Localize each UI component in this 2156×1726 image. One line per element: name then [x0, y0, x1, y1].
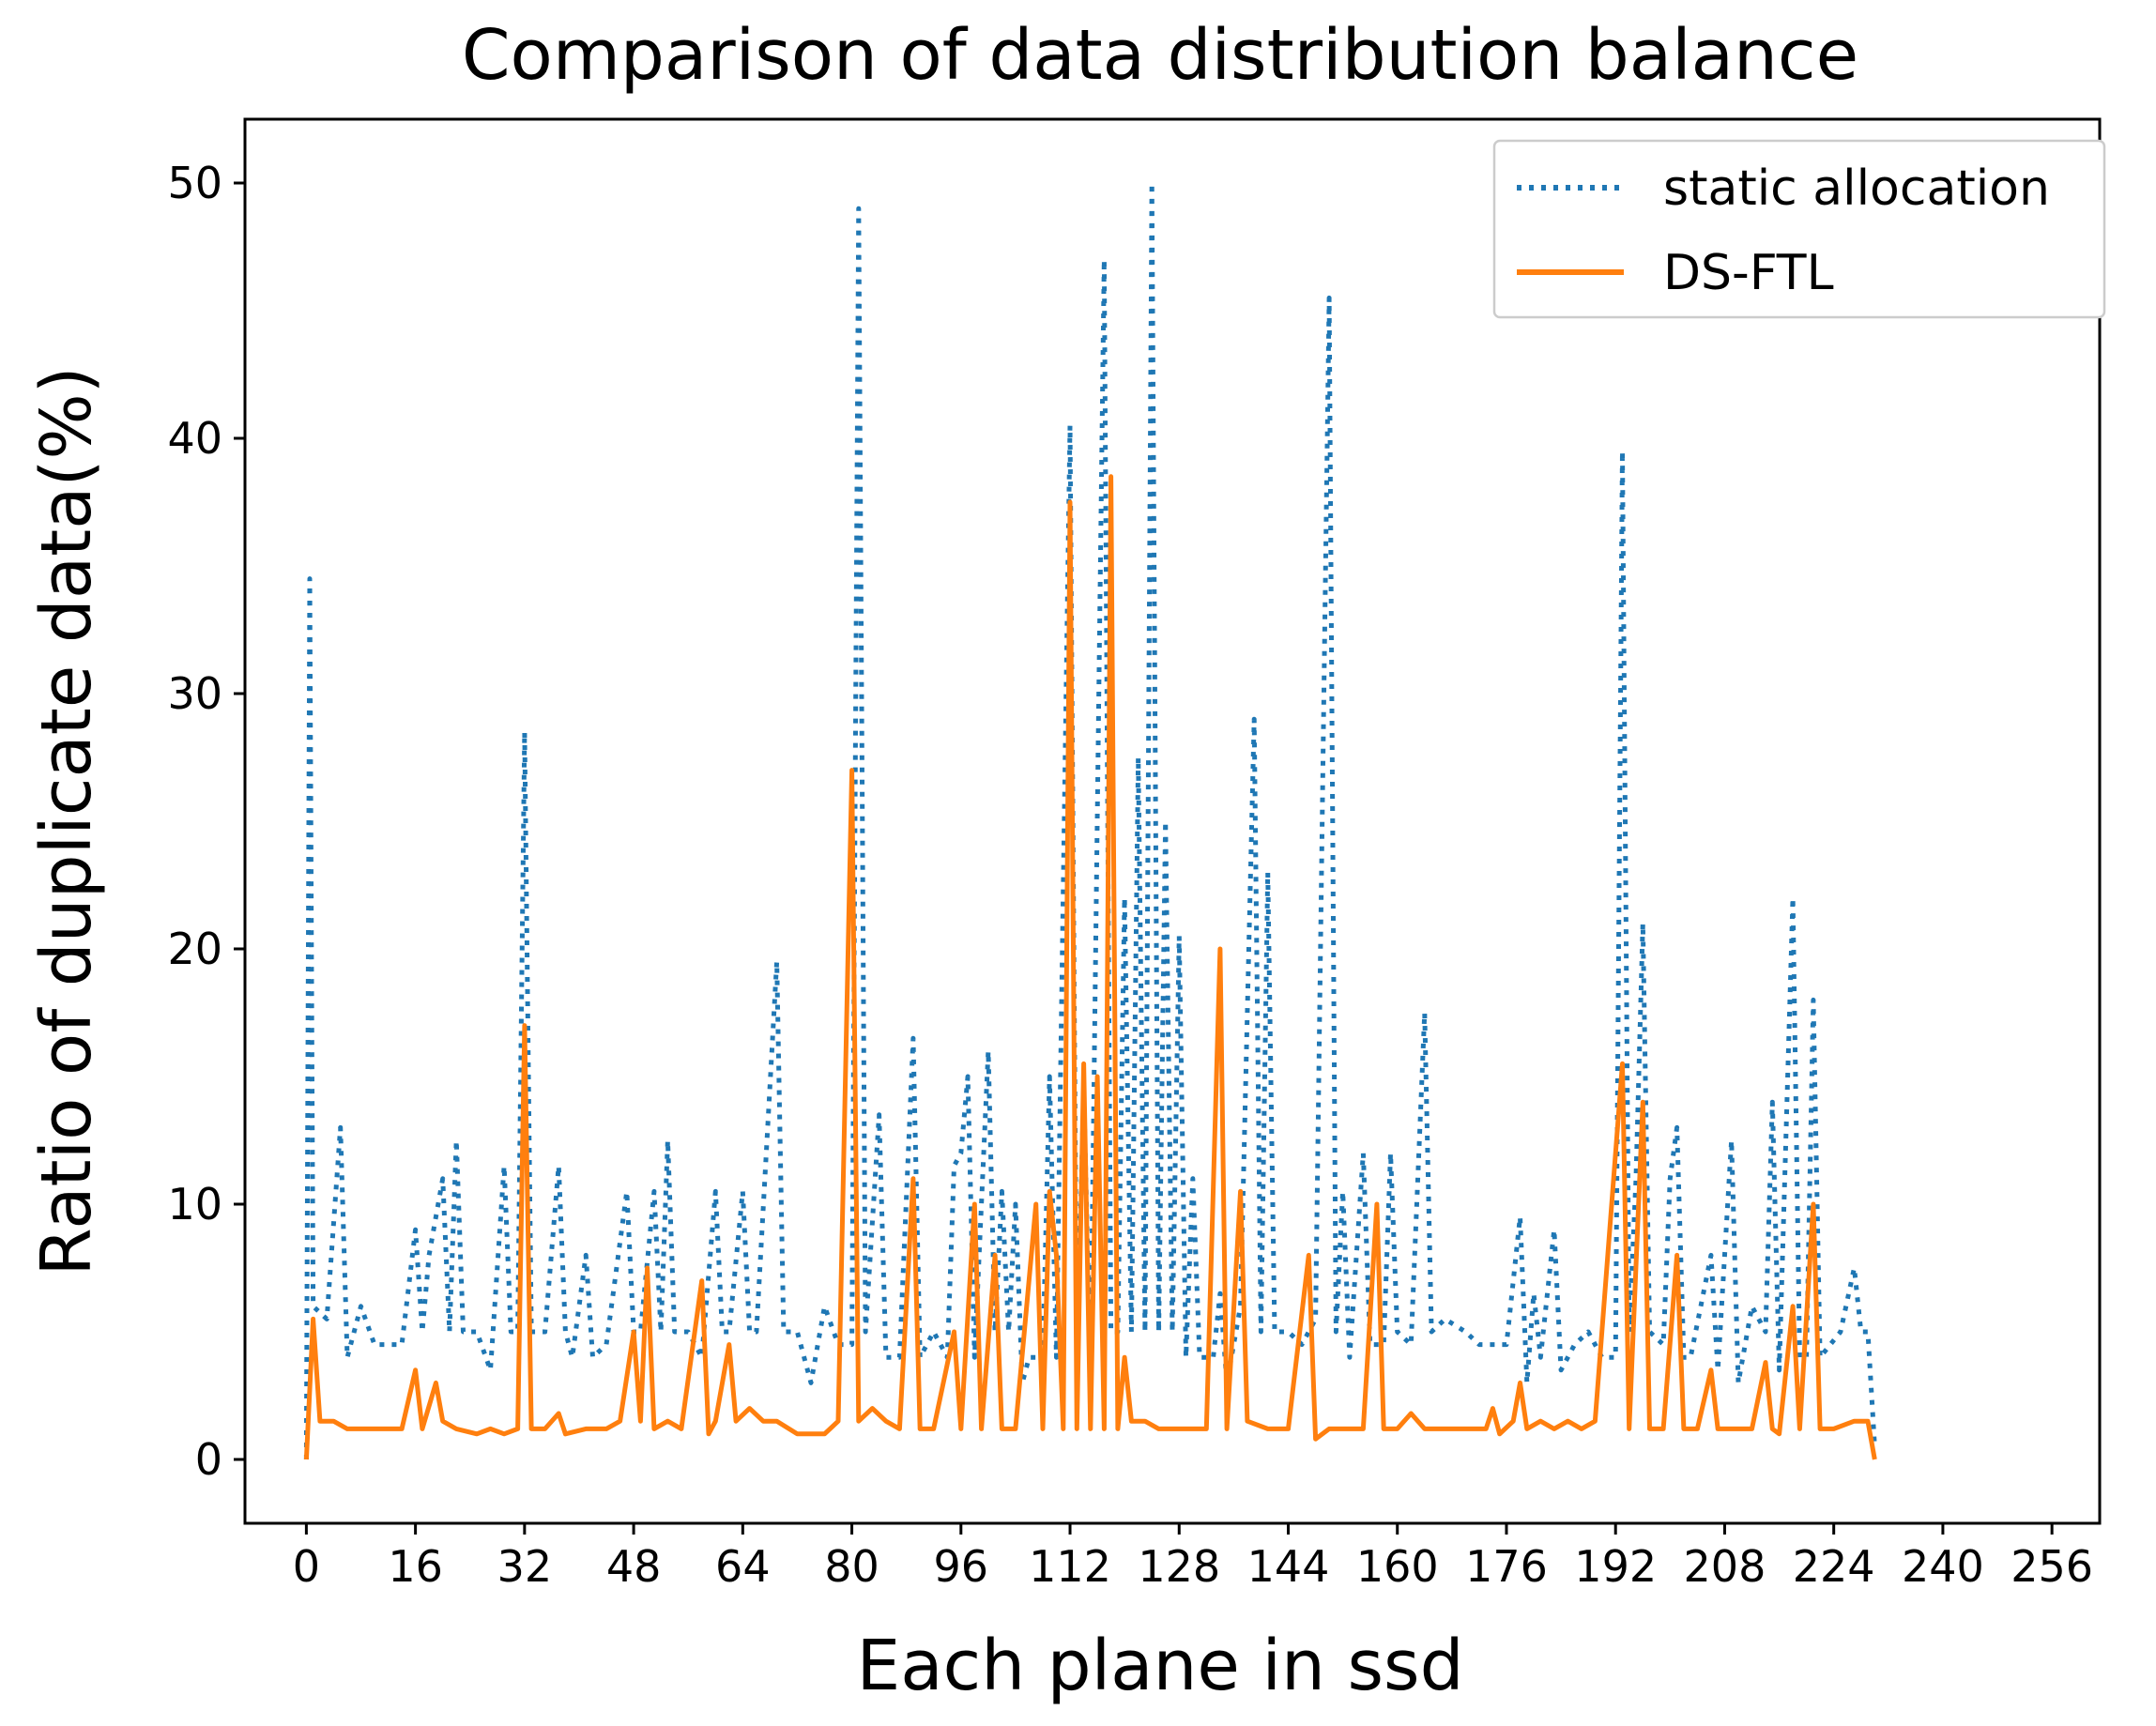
x-tick-label: 208	[1684, 1541, 1766, 1592]
x-tick-label: 224	[1793, 1541, 1875, 1592]
x-axis: 0 16 32 48 64 80 96 112 128 144 160 176 192 208 224 240…	[293, 1523, 2093, 1592]
chart-title: Comparison of data distribution balance	[462, 15, 1858, 96]
legend-box	[1492, 139, 2106, 319]
x-tick-label: 96	[934, 1541, 989, 1592]
x-tick-label: 240	[1902, 1541, 1984, 1592]
y-tick-label: 10	[167, 1179, 222, 1230]
legend: static allocation DS-FTL	[1492, 139, 2106, 319]
y-axis: 0 10 20 30 40 50	[167, 158, 245, 1485]
x-tick-label: 16	[388, 1541, 443, 1592]
y-axis-label: Ratio of duplicate data(%)	[26, 366, 107, 1275]
x-tick-label: 176	[1465, 1541, 1548, 1592]
x-tick-label: 32	[497, 1541, 553, 1592]
x-tick-label: 48	[606, 1541, 662, 1592]
x-axis-label: Each plane in ssd	[856, 1626, 1463, 1706]
legend-label-ds-ftl: DS-FTL	[1663, 245, 1834, 301]
x-tick-label: 128	[1138, 1541, 1220, 1592]
y-tick-label: 0	[195, 1434, 222, 1485]
x-tick-label: 144	[1247, 1541, 1330, 1592]
series-line-static-allocation	[303, 180, 1877, 1460]
x-tick-label: 160	[1356, 1541, 1439, 1592]
series-layer	[303, 180, 1877, 1460]
plot-frame	[243, 117, 2102, 1525]
y-tick-label: 20	[167, 924, 222, 974]
series-line-ds-ftl	[303, 474, 1877, 1460]
y-tick-label: 50	[167, 158, 222, 208]
legend-label-static-allocation: static allocation	[1663, 160, 2050, 217]
y-tick-label: 30	[167, 668, 222, 719]
x-tick-label: 256	[2011, 1541, 2093, 1592]
x-tick-label: 192	[1574, 1541, 1657, 1592]
y-tick-label: 40	[167, 413, 222, 464]
x-tick-label: 64	[715, 1541, 771, 1592]
x-tick-label: 80	[824, 1541, 879, 1592]
x-tick-label: 112	[1029, 1541, 1111, 1592]
x-tick-label: 0	[293, 1541, 320, 1592]
